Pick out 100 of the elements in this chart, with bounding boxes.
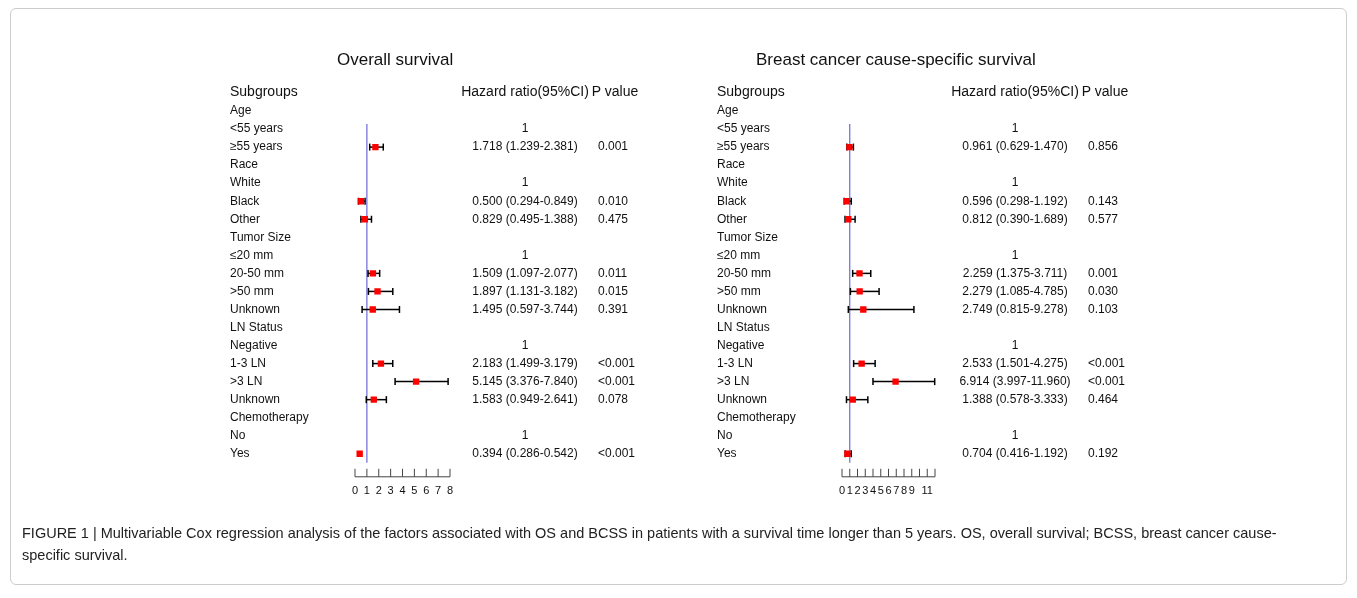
point bbox=[377, 360, 385, 367]
data-label: 1.897 (1.131-3.182) bbox=[472, 283, 578, 298]
chart-title: Overall survival bbox=[337, 50, 454, 70]
data-label: 1.718 (1.239-2.381) bbox=[472, 139, 578, 154]
x-tick-label: 8 bbox=[900, 484, 908, 497]
text: 0.143 bbox=[1088, 193, 1119, 208]
text: 0.030 bbox=[1088, 283, 1119, 298]
x-tick-label: 6 bbox=[423, 484, 430, 497]
data-label: 0.500 (0.294-0.849) bbox=[472, 193, 578, 208]
text: 0.103 bbox=[1088, 301, 1119, 316]
point bbox=[370, 396, 377, 403]
chart-title: Breast cancer cause-specific survival bbox=[756, 50, 1036, 70]
y-tick-label: Tumor Size bbox=[717, 229, 779, 244]
x-tick-label: 0 bbox=[351, 484, 359, 497]
x-tick-label: 4 bbox=[869, 484, 877, 497]
x-tick-label: 1 bbox=[846, 484, 853, 497]
text: P value bbox=[591, 82, 639, 99]
data-label: 0.596 (0.298-1.192) bbox=[962, 193, 1068, 208]
x-tick-label: 4 bbox=[399, 484, 406, 497]
y-tick-label: <55 years bbox=[717, 121, 771, 136]
y-tick-label: Negative bbox=[230, 337, 278, 352]
point bbox=[369, 306, 376, 313]
x-tick-label: 2 bbox=[854, 484, 861, 497]
point bbox=[372, 143, 379, 151]
y-tick-label: Race bbox=[717, 157, 746, 172]
text: <0.001 bbox=[598, 373, 636, 388]
y-tick-label: >50 mm bbox=[717, 283, 761, 298]
point bbox=[849, 396, 856, 403]
y-tick-label: Yes bbox=[717, 446, 737, 461]
y-tick-label: Unknown bbox=[230, 391, 281, 406]
text: 1 bbox=[1011, 337, 1019, 352]
y-tick-label: ≥55 years bbox=[717, 139, 770, 154]
point bbox=[860, 306, 867, 313]
text: 1 bbox=[1011, 175, 1019, 190]
text: 1 bbox=[521, 175, 529, 190]
y-tick-label: Age bbox=[717, 103, 739, 118]
y-tick-label: Age bbox=[230, 103, 252, 118]
y-tick-label: >3 LN bbox=[717, 373, 750, 388]
y-tick-label: <55 years bbox=[230, 121, 284, 136]
data-label: 2.259 (1.375-3.711) bbox=[962, 265, 1068, 280]
text: 0.464 bbox=[1088, 391, 1119, 406]
data-label: 0.394 (0.286-0.542) bbox=[472, 446, 578, 461]
text: <0.001 bbox=[598, 446, 636, 461]
y-tick-label: Unknown bbox=[230, 301, 281, 316]
text: Subgroups bbox=[717, 82, 785, 99]
data-label: 0.961 (0.629-1.470) bbox=[962, 139, 1068, 154]
data-label: 2.279 (1.085-4.785) bbox=[962, 283, 1068, 298]
text: 1 bbox=[1011, 121, 1019, 136]
point bbox=[856, 288, 863, 295]
y-tick-label: Race bbox=[230, 157, 259, 172]
x-tick-label: 0 bbox=[838, 484, 846, 497]
x-tick-label: 1 bbox=[363, 484, 370, 497]
text: 1 bbox=[521, 121, 529, 136]
text: 1 bbox=[521, 247, 529, 262]
data-label: 1.509 (1.097-2.077) bbox=[472, 265, 578, 280]
data-label: 2.533 (1.501-4.275) bbox=[962, 355, 1068, 370]
point bbox=[412, 378, 420, 385]
x-tick-label: 11 bbox=[921, 484, 933, 497]
y-tick-label: ≤20 mm bbox=[717, 247, 761, 262]
y-tick-label: Unknown bbox=[717, 301, 768, 316]
y-tick-label: Chemotherapy bbox=[230, 410, 309, 425]
y-tick-label: Unknown bbox=[717, 391, 768, 406]
data-label: 6.914 (3.997-11.960) bbox=[959, 373, 1071, 388]
text: 0.015 bbox=[598, 283, 629, 298]
x-tick-label: 9 bbox=[908, 484, 915, 497]
text: P value bbox=[1081, 82, 1129, 99]
x-tick-label: 3 bbox=[387, 484, 394, 497]
y-tick-label: >50 mm bbox=[230, 283, 274, 298]
text: <0.001 bbox=[598, 355, 636, 370]
point bbox=[374, 288, 381, 295]
point bbox=[858, 360, 865, 367]
y-tick-label: No bbox=[230, 428, 246, 443]
y-tick-label: Black bbox=[717, 193, 748, 208]
data-label: 5.145 (3.376-7.840) bbox=[472, 373, 578, 388]
text: Hazard ratio(95%CI) bbox=[951, 82, 1079, 99]
y-tick-label: Chemotherapy bbox=[717, 410, 796, 425]
data-label: 0.812 (0.390-1.689) bbox=[962, 211, 1068, 226]
text: <0.001 bbox=[1088, 355, 1126, 370]
x-tick-label: 3 bbox=[862, 484, 869, 497]
x-tick-label: 6 bbox=[885, 484, 892, 497]
y-tick-label: 1-3 LN bbox=[230, 355, 267, 370]
data-label: 0.704 (0.416-1.192) bbox=[962, 446, 1068, 461]
text: 1 bbox=[521, 428, 529, 443]
text: 0.856 bbox=[1088, 139, 1119, 154]
data-label: 2.749 (0.815-9.278) bbox=[962, 301, 1068, 316]
point bbox=[892, 378, 899, 385]
data-label: 0.829 (0.495-1.388) bbox=[472, 211, 578, 226]
text: 0.001 bbox=[598, 139, 629, 154]
text: 0.577 bbox=[1088, 211, 1119, 226]
data-label: 1.583 (0.949-2.641) bbox=[472, 391, 578, 406]
y-tick-label: >3 LN bbox=[230, 373, 263, 388]
text: Subgroups bbox=[230, 82, 298, 99]
text: 1 bbox=[521, 337, 529, 352]
x-tick-label: 8 bbox=[446, 484, 454, 497]
text: 0.011 bbox=[598, 265, 628, 280]
y-tick-label: Tumor Size bbox=[230, 229, 292, 244]
y-tick-label: Black bbox=[230, 193, 261, 208]
y-tick-label: Other bbox=[717, 211, 748, 226]
x-tick-label: 7 bbox=[893, 484, 900, 497]
y-tick-label: No bbox=[717, 428, 733, 443]
